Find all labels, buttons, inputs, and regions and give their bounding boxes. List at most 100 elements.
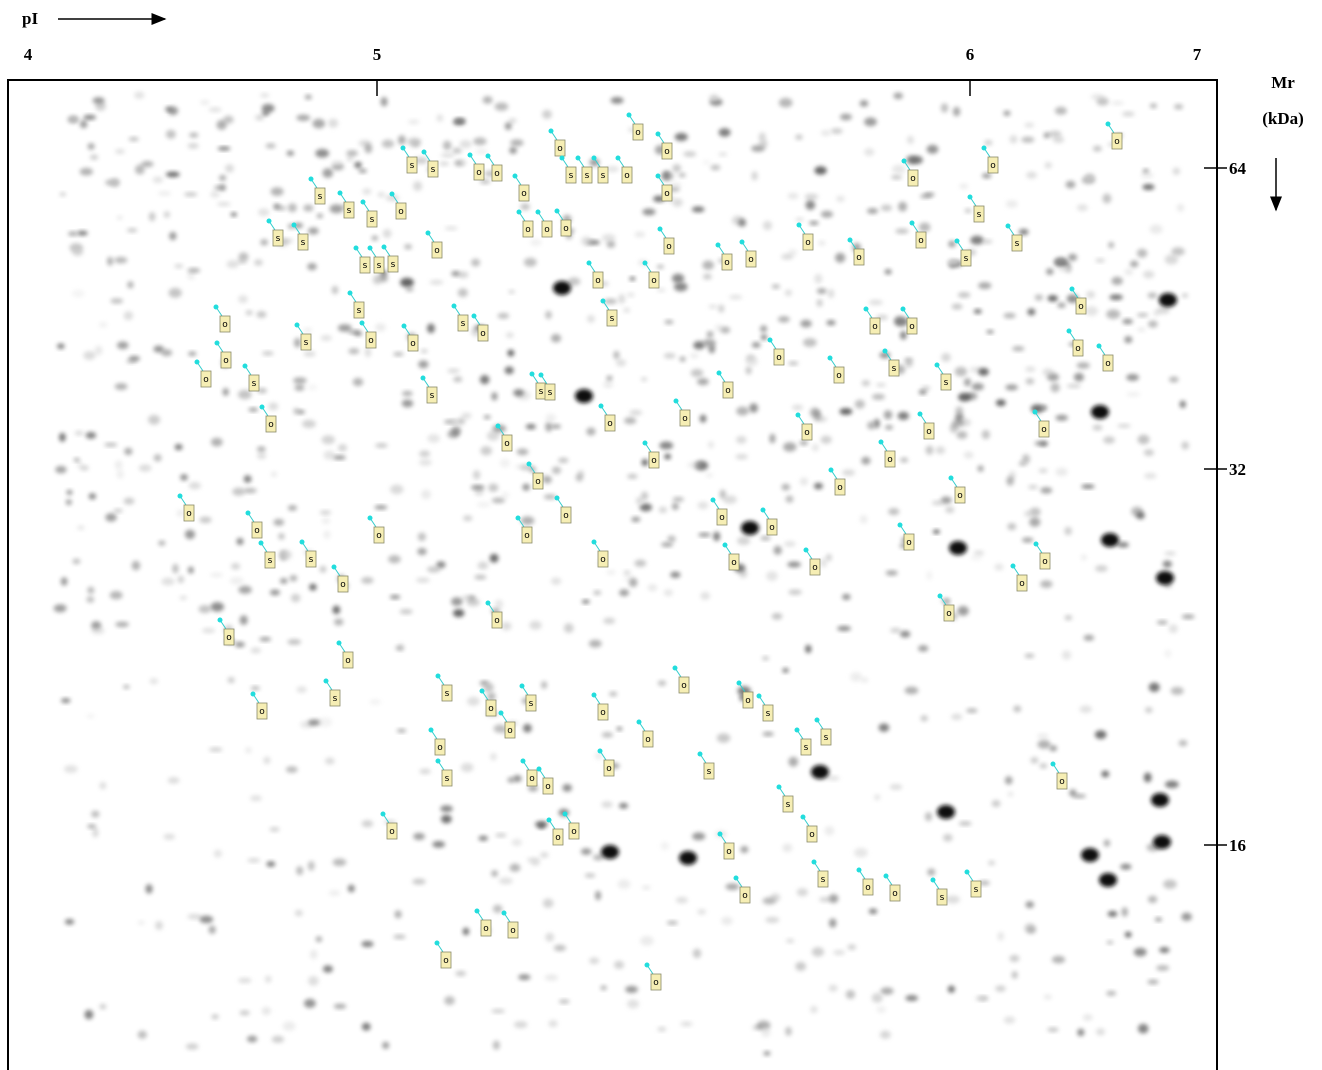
annotation-label: o: [910, 174, 916, 184]
protein-spot: [736, 407, 749, 416]
protein-spot: [80, 465, 89, 470]
protein-spot: [296, 866, 303, 875]
annotation-label: o: [226, 633, 232, 643]
annotation-dot: [884, 874, 889, 879]
annotation-dot: [829, 468, 834, 473]
protein-spot: [640, 936, 654, 946]
annotation-dot: [982, 146, 987, 151]
protein-spot: [795, 217, 804, 221]
protein-spot: [1106, 940, 1113, 944]
protein-spot: [1109, 294, 1122, 300]
protein-spot: [1159, 947, 1170, 953]
protein-spot: [1092, 425, 1102, 431]
protein-spot: [1027, 308, 1035, 315]
protein-spot: [375, 443, 388, 448]
annotation-label: s: [304, 338, 309, 348]
protein-spot: [458, 272, 468, 279]
protein-spot: [959, 183, 968, 189]
protein-spot: [700, 592, 710, 600]
protein-spot: [1085, 173, 1095, 181]
protein-spot: [1095, 730, 1107, 739]
annotation-label: o: [837, 483, 843, 493]
protein-spot: [463, 928, 470, 936]
protein-spot: [291, 594, 301, 603]
protein-spot: [1050, 383, 1059, 393]
protein-spot: [1039, 468, 1048, 473]
annotation-label: o: [1059, 777, 1065, 787]
protein-spot: [1074, 373, 1084, 382]
protein-spot: [512, 839, 522, 846]
annotation-label: o: [480, 329, 486, 339]
annotation-label: o: [664, 189, 670, 199]
protein-spot: [127, 228, 138, 232]
protein-spot: [166, 172, 180, 178]
protein-spot: [893, 92, 903, 99]
protein-spot: [729, 295, 742, 300]
protein-spot: [623, 570, 630, 574]
protein-spot: [419, 459, 432, 466]
annotation-dot: [360, 321, 365, 326]
annotation-dot: [381, 812, 386, 817]
protein-spot: [698, 502, 709, 510]
protein-spot: [293, 377, 307, 383]
protein-spot: [453, 609, 464, 617]
protein-spot: [749, 403, 758, 413]
annotation-dot: [723, 543, 728, 548]
protein-spot: [618, 294, 625, 304]
protein-spot: [57, 343, 65, 349]
protein-spot: [520, 203, 530, 210]
annotation-label: o: [865, 883, 871, 893]
protein-spot: [1173, 168, 1181, 175]
protein-spot: [59, 433, 66, 442]
protein-spot: [833, 950, 845, 955]
protein-spot: [803, 338, 817, 347]
protein-spot: [91, 627, 104, 635]
annotation-label: s: [539, 387, 544, 397]
annotation-label: s: [377, 261, 382, 271]
protein-spot: [545, 974, 559, 980]
protein-spot: [869, 909, 878, 915]
annotation-dot: [354, 246, 359, 251]
protein-spot: [437, 114, 444, 122]
annotation-label: o: [504, 439, 510, 449]
protein-spot: [814, 166, 826, 174]
protein-spot: [679, 173, 686, 178]
protein-spot: [861, 457, 870, 465]
protein-spot: [541, 681, 547, 689]
protein-spot: [1101, 533, 1119, 547]
protein-spot: [840, 408, 853, 415]
annotation-label: o: [434, 246, 440, 256]
protein-spot: [629, 277, 635, 281]
protein-spot: [627, 293, 635, 298]
protein-spot: [263, 757, 270, 764]
protein-spot: [1007, 792, 1013, 797]
annotation-dot: [1011, 564, 1016, 569]
protein-spot: [443, 141, 452, 151]
annotation-label: o: [731, 558, 737, 568]
annotation-label: o: [389, 827, 395, 837]
protein-spot: [936, 446, 946, 454]
protein-spot: [763, 221, 772, 230]
protein-spot: [77, 525, 85, 530]
protein-spot: [772, 284, 780, 289]
protein-spot: [952, 304, 963, 310]
protein-spot: [461, 413, 471, 419]
annotation-dot: [472, 314, 477, 319]
annotation-dot: [429, 728, 434, 733]
protein-spot: [68, 231, 78, 236]
annotation-label: o: [624, 171, 630, 181]
protein-spot: [74, 458, 80, 462]
protein-spot: [946, 895, 960, 903]
y-tick-label: 32: [1229, 460, 1246, 479]
protein-spot: [1019, 461, 1027, 466]
annotation-dot: [215, 341, 220, 346]
protein-spot: [105, 513, 116, 522]
annotation-label: s: [824, 733, 829, 743]
annotation-label: s: [964, 254, 969, 264]
protein-spot: [500, 459, 510, 468]
annotation-dot: [711, 498, 716, 503]
annotation-label: s: [445, 774, 450, 784]
annotation-label: o: [918, 236, 924, 246]
protein-spot: [473, 137, 486, 145]
protein-spot: [664, 454, 671, 460]
